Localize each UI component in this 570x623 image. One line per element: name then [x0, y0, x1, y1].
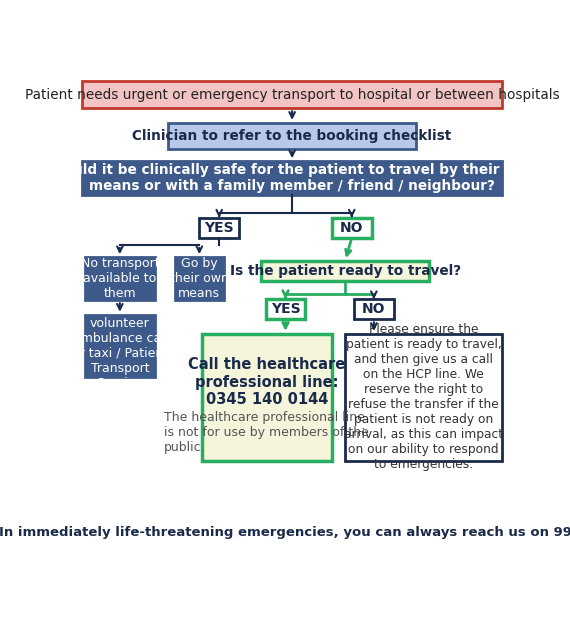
Text: The healthcare professional line
is not for use by members of the
public.: The healthcare professional line is not … — [164, 411, 369, 454]
FancyBboxPatch shape — [345, 334, 502, 461]
FancyBboxPatch shape — [354, 299, 394, 320]
Text: NO: NO — [362, 302, 385, 316]
Text: Would it be clinically safe for the patient to travel by their own
means or with: Would it be clinically safe for the pati… — [48, 163, 536, 193]
Text: Call the healthcare
professional line:
0345 140 0144: Call the healthcare professional line: 0… — [188, 357, 345, 407]
FancyBboxPatch shape — [82, 161, 502, 194]
Text: Clinician to refer to the booking checklist: Clinician to refer to the booking checkl… — [132, 129, 452, 143]
Text: NO: NO — [340, 221, 364, 235]
Text: Consider
volunteer
ambulance car
or taxi / Patient
Transport
Service: Consider volunteer ambulance car or taxi… — [72, 302, 168, 390]
FancyBboxPatch shape — [332, 217, 372, 238]
FancyBboxPatch shape — [84, 257, 155, 300]
FancyBboxPatch shape — [202, 334, 332, 461]
Text: YES: YES — [271, 302, 300, 316]
FancyBboxPatch shape — [266, 299, 306, 320]
Text: Please ensure the
patient is ready to travel,
and then give us a call
on the HCP: Please ensure the patient is ready to tr… — [344, 323, 503, 472]
Text: In immediately life-threatening emergencies, you can always reach us on 999.: In immediately life-threatening emergenc… — [0, 526, 570, 540]
FancyBboxPatch shape — [175, 257, 223, 300]
Text: YES: YES — [205, 221, 234, 235]
FancyBboxPatch shape — [200, 217, 239, 238]
Text: No transport
available to
them: No transport available to them — [80, 257, 159, 300]
Text: Patient needs urgent or emergency transport to hospital or between hospitals: Patient needs urgent or emergency transp… — [25, 88, 560, 102]
Text: Is the patient ready to travel?: Is the patient ready to travel? — [230, 264, 461, 278]
Text: Go by
their own
means: Go by their own means — [170, 257, 229, 300]
FancyBboxPatch shape — [169, 123, 416, 149]
FancyBboxPatch shape — [82, 81, 502, 108]
FancyBboxPatch shape — [261, 261, 429, 281]
FancyBboxPatch shape — [84, 315, 155, 377]
